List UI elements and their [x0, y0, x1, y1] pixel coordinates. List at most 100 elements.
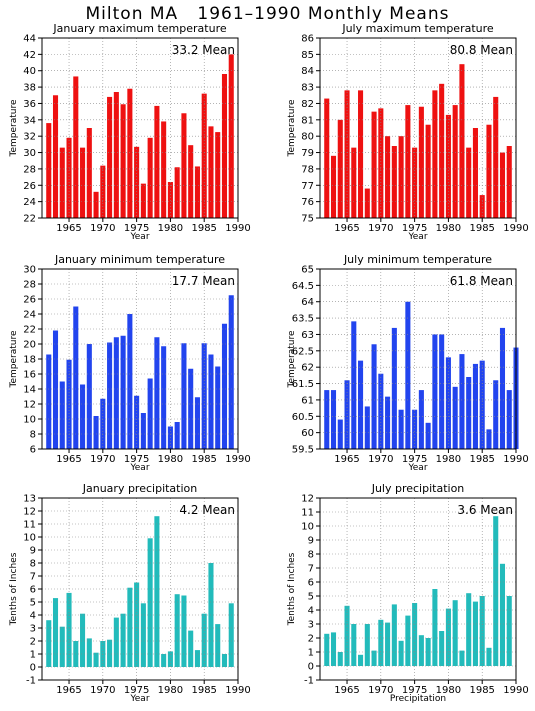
jul-min-bar-1968: [364, 406, 370, 449]
jan-max-bar-1969: [93, 191, 99, 218]
jul-precip-ytick-label: 10: [301, 522, 314, 533]
jan-precip-x-axis-label: Year: [129, 694, 149, 704]
jan-min-chart: 6 8 10 12 14 16 18 20 22 24 26 28 30 1965 1970 1975 1980…: [9, 253, 251, 473]
jan-max-ytick-label: 32: [23, 132, 36, 143]
jan-min-xtick-label: 1985: [191, 454, 216, 465]
jul-min-ytick-label: 59.5: [292, 445, 314, 456]
jul-max-bar-1973: [398, 136, 404, 218]
jan-precip-xtick-label: 1990: [225, 685, 250, 696]
jan-precip-bar-1964: [59, 626, 65, 667]
jan-min-bar-1988: [221, 323, 228, 449]
jul-max-bar-1986: [486, 124, 492, 218]
jul-max-bar-1989: [506, 146, 512, 218]
jul-precip-bar-1988: [499, 563, 506, 666]
jan-min-x-axis-label: Year: [129, 463, 149, 473]
jan-max-bar-1974: [127, 88, 133, 218]
jul-precip-ytick-label: 0: [308, 662, 314, 673]
jul-min-bar-1966: [351, 321, 357, 449]
jan-max-bar-1982: [181, 113, 187, 218]
jan-min-bar-1984: [194, 397, 200, 449]
jan-min-bar-1987: [215, 366, 221, 449]
jul-max-ytick-label: 80: [301, 132, 314, 143]
jan-min-ytick-label: 30: [23, 265, 36, 276]
jul-precip-bar-1972: [391, 604, 397, 666]
jan-min-ytick-label: 26: [23, 295, 36, 306]
jul-min-ytick-label: 64.5: [292, 281, 314, 292]
jan-max-bar-1966: [73, 76, 79, 218]
jul-max-bar-1977: [425, 124, 431, 218]
jul-max-ytick-label: 77: [301, 181, 314, 192]
jan-min-bar-1966: [73, 306, 79, 449]
jul-precip-xtick-label: 1965: [334, 685, 359, 696]
jul-min-bar-1975: [412, 409, 418, 449]
jan-precip-bar-1972: [113, 617, 119, 667]
jan-min-bar-1979: [161, 346, 167, 449]
jul-min-xtick-label: 1965: [334, 454, 359, 465]
jul-max-bar-1982: [459, 64, 465, 219]
jan-precip-ytick-label: 2: [30, 637, 36, 648]
jul-min-bar-1963: [330, 390, 337, 449]
jan-max-xtick-label: 1980: [158, 223, 183, 234]
jul-min-bar-1962: [324, 390, 330, 449]
jan-precip-ytick-label: 6: [30, 585, 36, 596]
jul-min-ytick-label: 60: [301, 428, 314, 439]
jan-min-bar-1989: [228, 295, 234, 449]
jan-max-y-axis-label: Temperature: [9, 99, 19, 157]
jan-min-xtick-label: 1980: [158, 454, 183, 465]
jan-min-bar-1976: [140, 413, 146, 449]
jul-min-ytick-label: 62.5: [292, 346, 314, 357]
jan-max-ytick-label: 22: [23, 214, 36, 225]
jan-min-bar-1985: [201, 343, 207, 449]
jan-max-bar-1987: [215, 132, 221, 218]
jul-precip-bar-1989: [506, 596, 512, 666]
jan-precip-xtick-label: 1965: [56, 685, 81, 696]
jul-precip-ytick-label: 6: [308, 578, 314, 589]
jan-max-ytick-label: 42: [23, 50, 36, 61]
jul-min-bar-1982: [459, 354, 465, 449]
jul-max-bar-1981: [452, 105, 458, 218]
jan-min-bar-1981: [174, 422, 180, 449]
jul-max-xtick-label: 1970: [368, 223, 393, 234]
jul-precip-bar-1968: [364, 624, 370, 666]
jan-precip-mean-label: 4.2 Mean: [179, 503, 235, 517]
jan-min-bar-1978: [154, 337, 160, 449]
jan-precip-ytick-label: 8: [30, 559, 36, 570]
jul-min-bar-1967: [358, 360, 364, 449]
jan-max-bar-1973: [120, 104, 126, 218]
jan-min-xtick-label: 1975: [124, 454, 149, 465]
jul-min-frame: [319, 268, 517, 450]
jul-max-bar-1968: [364, 188, 370, 218]
jan-precip-bar-1962: [46, 620, 52, 667]
jul-min-bar-1974: [405, 301, 411, 449]
jan-max-bar-1964: [59, 147, 65, 218]
jul-max-ytick-label: 86: [301, 34, 314, 45]
jul-max-bar-1987: [493, 96, 499, 218]
jan-max-bar-1976: [140, 183, 146, 218]
jan-min-bar-1962: [46, 354, 52, 449]
jul-max-xtick-label: 1975: [402, 223, 427, 234]
jan-max-ytick-label: 38: [23, 83, 36, 94]
jul-min-bar-1972: [391, 327, 397, 449]
jan-min-bar-1968: [86, 344, 92, 449]
jul-max-bar-1976: [418, 106, 424, 218]
jan-precip-bar-1974: [127, 587, 133, 667]
jan-min-title: January minimum temperature: [54, 253, 225, 266]
jan-precip-bar-1967: [80, 613, 86, 667]
jan-precip-bar-1982: [181, 595, 187, 667]
jan-min-ytick-label: 10: [23, 415, 36, 426]
jul-precip-ytick-label: 4: [308, 606, 314, 617]
jan-max-bar-1983: [188, 145, 194, 218]
jan-max-bar-1979: [161, 121, 167, 218]
jul-max-bar-1984: [472, 128, 478, 218]
jul-precip-bar-1969: [371, 650, 377, 666]
jan-precip-bar-1973: [120, 613, 126, 667]
jan-max-xtick-label: 1985: [191, 223, 216, 234]
jul-min-bar-1965: [344, 380, 350, 449]
jul-precip-ytick-label: 8: [308, 550, 314, 561]
jan-min-bar-1974: [127, 314, 133, 449]
jan-precip-ytick-label: 5: [30, 598, 36, 609]
jan-min-xtick-label: 1970: [90, 454, 115, 465]
